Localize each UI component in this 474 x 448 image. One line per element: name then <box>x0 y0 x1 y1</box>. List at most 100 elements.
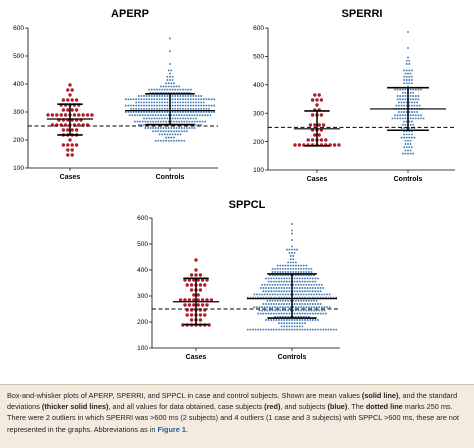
data-point <box>313 133 317 137</box>
data-point <box>298 290 301 293</box>
data-point <box>405 136 408 139</box>
data-point <box>307 283 310 286</box>
data-point <box>195 107 197 110</box>
data-point <box>61 108 66 112</box>
data-point <box>276 315 279 318</box>
data-point <box>300 271 303 273</box>
data-point <box>281 293 284 296</box>
data-point <box>311 319 314 321</box>
data-point <box>271 309 274 312</box>
data-point <box>196 120 199 123</box>
data-point <box>278 280 280 283</box>
data-point <box>70 88 74 92</box>
data-point <box>297 293 300 296</box>
data-point <box>274 274 277 277</box>
data-point <box>300 306 303 309</box>
data-point <box>399 114 402 117</box>
figure-1-link[interactable]: Figure 1 <box>157 424 186 434</box>
data-point <box>288 290 291 293</box>
data-point <box>81 113 85 117</box>
data-point <box>320 306 323 309</box>
data-point <box>400 101 403 104</box>
data-point <box>322 328 325 331</box>
data-point <box>195 117 197 120</box>
data-point <box>276 271 279 273</box>
data-point <box>170 82 173 85</box>
data-point <box>310 271 313 273</box>
data-point <box>162 139 165 142</box>
data-point <box>293 328 296 331</box>
data-point <box>169 75 171 78</box>
data-point <box>254 328 257 331</box>
data-point <box>137 95 140 97</box>
data-point <box>287 306 290 309</box>
data-point <box>395 104 398 107</box>
data-point <box>257 312 260 315</box>
data-point <box>304 277 306 280</box>
data-point <box>301 277 304 280</box>
data-point <box>127 98 130 101</box>
data-point <box>171 75 174 78</box>
data-point <box>154 114 157 117</box>
data-point <box>275 277 278 280</box>
data-point <box>274 306 277 309</box>
data-point <box>154 127 157 129</box>
data-point <box>171 79 174 81</box>
data-point <box>77 113 81 117</box>
caption-mean-label: (solid line) <box>361 391 399 400</box>
data-point <box>167 69 170 72</box>
data-point <box>407 152 409 155</box>
data-point <box>124 104 127 107</box>
data-point <box>140 104 143 107</box>
data-point <box>293 319 296 321</box>
data-point <box>146 120 149 123</box>
data-point <box>158 88 161 91</box>
data-point <box>161 107 164 110</box>
data-point <box>289 264 292 267</box>
data-point <box>407 56 409 59</box>
data-point <box>201 120 204 123</box>
data-point <box>179 104 182 107</box>
data-point <box>310 98 315 102</box>
caption-text: , and subjects <box>280 402 328 412</box>
data-point <box>281 283 284 286</box>
data-point <box>302 315 305 318</box>
data-point <box>394 88 396 91</box>
data-point <box>213 98 216 101</box>
data-point <box>178 127 181 129</box>
data-point <box>400 136 403 139</box>
data-point <box>292 264 295 267</box>
data-point <box>401 123 404 126</box>
data-point <box>307 306 310 309</box>
data-point <box>156 101 158 104</box>
data-point <box>148 117 151 120</box>
data-point <box>166 95 169 97</box>
data-point <box>314 303 317 305</box>
data-point <box>187 107 190 110</box>
data-point <box>167 120 170 123</box>
data-point <box>401 117 404 120</box>
data-point <box>279 315 282 318</box>
data-point <box>133 120 136 123</box>
data-point <box>268 283 271 286</box>
data-point <box>298 325 301 328</box>
data-point <box>197 98 200 101</box>
data-point <box>192 303 196 307</box>
data-point <box>169 50 171 53</box>
data-point <box>66 148 70 152</box>
data-point <box>278 322 280 325</box>
data-point <box>319 287 322 289</box>
data-point <box>404 152 407 155</box>
data-point <box>306 287 309 289</box>
data-point <box>196 278 200 282</box>
data-point <box>148 111 151 113</box>
data-point <box>284 264 287 267</box>
data-point <box>185 120 188 123</box>
data-point <box>292 283 295 286</box>
data-point <box>182 104 184 107</box>
data-point <box>401 91 404 94</box>
data-point <box>307 309 310 312</box>
data-point <box>149 114 152 117</box>
data-point <box>157 139 160 142</box>
data-point <box>302 264 305 267</box>
